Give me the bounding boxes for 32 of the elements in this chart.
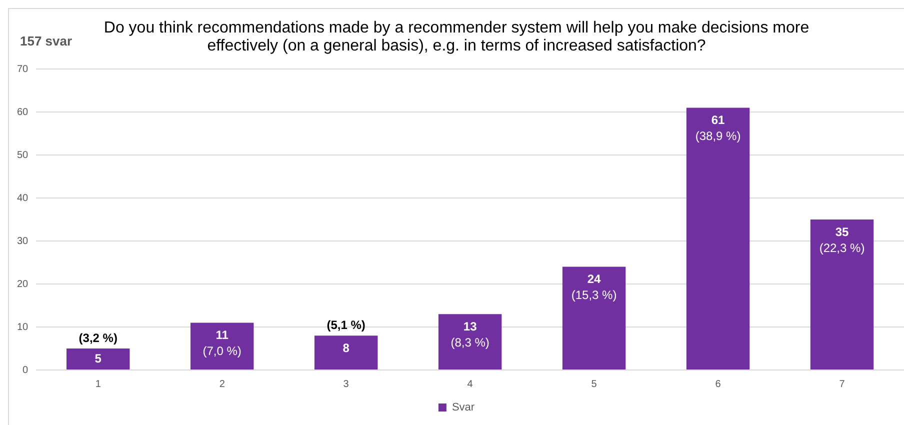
data-label: 13 (8,3 %)	[450, 319, 490, 350]
data-label: 8 (5,1 %)	[326, 318, 366, 355]
x-tick-label: 1	[95, 378, 102, 390]
bar	[66, 348, 130, 370]
data-label: 24 (15,3 %)	[571, 272, 617, 302]
data-label: 11 (7,0 %)	[202, 328, 242, 358]
x-tick-label: 7	[839, 378, 846, 390]
chart-title: Do you think recommendations made by a recommender system will help you make decisions more effectively (on a general basis), e.g. in terms of increased satisfaction?	[104, 19, 810, 54]
bar	[562, 266, 626, 370]
x-tick-label: 3	[343, 378, 350, 390]
x-tick-label: 6	[715, 378, 722, 390]
y-tick-label: 30	[17, 236, 29, 247]
bar	[190, 322, 254, 370]
data-label: 61 (38,9 %)	[695, 113, 741, 144]
y-tick-label: 60	[17, 106, 29, 118]
y-tick-label: 10	[17, 322, 29, 333]
x-tick-label: 5	[591, 378, 598, 390]
x-tick-label: 4	[467, 378, 474, 390]
y-tick-label: 20	[17, 278, 29, 290]
data-label: 5 (3,2 %)	[78, 330, 118, 366]
bar	[314, 336, 378, 370]
chart-subtitle: 157 svar	[20, 34, 72, 49]
x-tick-label: 2	[219, 378, 226, 390]
y-tick-label: 50	[17, 150, 29, 161]
legend-label: Svar	[452, 402, 475, 414]
bar	[686, 108, 750, 370]
y-tick-label: 70	[17, 64, 29, 75]
y-tick-label: 0	[22, 364, 29, 376]
bar	[810, 220, 874, 370]
y-tick-label: 40	[17, 192, 29, 204]
data-label: 35 (22,3 %)	[819, 224, 865, 255]
bar	[438, 314, 502, 370]
